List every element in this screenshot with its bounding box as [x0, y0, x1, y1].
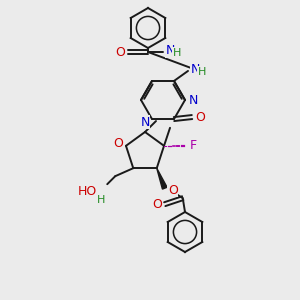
Text: O: O: [195, 111, 205, 124]
Text: H: H: [97, 195, 105, 205]
Text: N: N: [140, 116, 150, 129]
Text: H: H: [198, 67, 206, 77]
Text: N: N: [190, 63, 200, 76]
Text: O: O: [152, 198, 162, 211]
Text: O: O: [168, 184, 178, 197]
Polygon shape: [157, 168, 167, 189]
Text: H: H: [173, 48, 181, 58]
Text: N: N: [165, 44, 175, 58]
Text: O: O: [113, 137, 123, 150]
Text: F: F: [190, 139, 196, 152]
Text: HO: HO: [78, 185, 97, 198]
Text: N: N: [188, 94, 198, 106]
Text: O: O: [115, 46, 125, 59]
